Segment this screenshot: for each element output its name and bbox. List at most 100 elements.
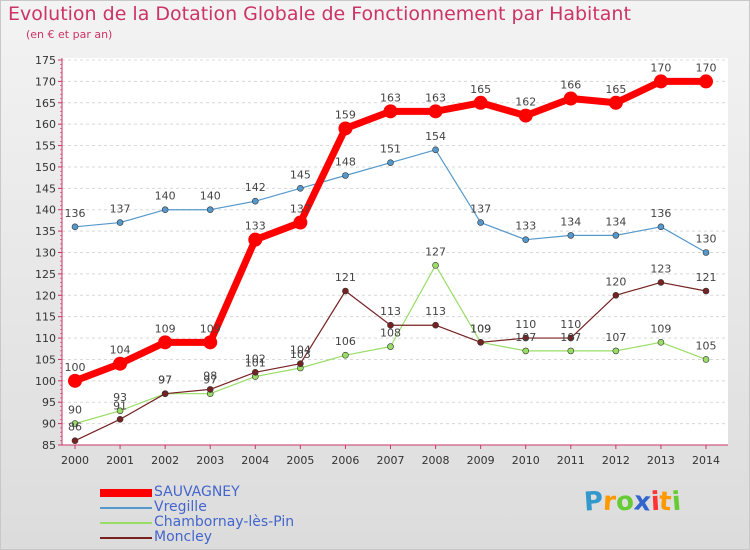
- data-label: 123: [650, 262, 671, 275]
- data-point: [612, 347, 620, 355]
- data-point: [432, 262, 439, 269]
- legend-swatch: [100, 522, 152, 524]
- data-label: 165: [470, 83, 491, 96]
- data-label: 163: [380, 91, 401, 104]
- y-tick-label: 120: [35, 289, 56, 302]
- data-label: 100: [65, 361, 86, 374]
- data-point: [116, 407, 124, 415]
- data-point: [297, 360, 304, 368]
- data-label: 170: [650, 61, 671, 74]
- data-point: [116, 219, 124, 226]
- data-label: 130: [696, 233, 717, 246]
- data-label: 113: [425, 305, 446, 318]
- data-point: [206, 206, 214, 214]
- data-point: [203, 335, 218, 350]
- x-tick-label: 2007: [377, 454, 405, 467]
- data-label: 121: [696, 271, 717, 284]
- data-label: 127: [425, 245, 446, 258]
- x-tick-label: 2013: [647, 454, 675, 467]
- y-tick-label: 130: [35, 247, 56, 260]
- chart-subtitle: (en € et par an): [26, 28, 113, 41]
- legend-swatch: [100, 537, 152, 539]
- data-point: [608, 95, 623, 110]
- data-label: 151: [380, 143, 401, 156]
- y-tick-label: 170: [35, 75, 56, 88]
- legend-label: Chambornay-lès-Pin: [154, 514, 295, 530]
- data-point: [612, 291, 620, 299]
- data-point: [158, 335, 173, 350]
- data-point: [387, 159, 394, 166]
- x-tick-label: 2008: [422, 454, 450, 467]
- data-point: [522, 334, 530, 342]
- data-point: [702, 356, 710, 363]
- data-label: 86: [68, 421, 82, 434]
- data-point: [473, 95, 488, 110]
- x-tick-label: 2009: [467, 454, 495, 467]
- data-label: 109: [470, 322, 491, 335]
- data-point: [251, 368, 259, 376]
- data-point: [251, 197, 259, 205]
- data-label: 104: [290, 344, 311, 357]
- y-tick-label: 175: [35, 54, 56, 67]
- y-tick-label: 100: [35, 375, 56, 388]
- data-point: [387, 343, 394, 350]
- data-label: 165: [605, 83, 626, 96]
- data-label: 166: [560, 79, 581, 92]
- data-point: [567, 232, 575, 239]
- data-label: 163: [425, 91, 446, 104]
- legend-swatch: [100, 489, 152, 497]
- data-label: 93: [113, 391, 127, 404]
- data-point: [477, 219, 484, 226]
- data-point: [338, 121, 353, 136]
- data-label: 109: [200, 322, 221, 335]
- data-label: 136: [650, 207, 671, 220]
- data-label: 109: [470, 322, 491, 335]
- logo-letter: x: [632, 486, 652, 518]
- data-point: [71, 437, 79, 445]
- data-point: [161, 206, 169, 214]
- data-label: 108: [380, 327, 401, 340]
- data-label: 110: [560, 318, 581, 331]
- data-point: [612, 232, 620, 239]
- data-point: [702, 287, 710, 295]
- legend-label: Vregille: [154, 499, 207, 515]
- data-label: 97: [158, 374, 172, 387]
- data-point: [428, 104, 443, 119]
- data-point: [297, 185, 304, 192]
- x-tick-label: 2014: [692, 454, 720, 467]
- data-label: 97: [203, 374, 217, 387]
- x-tick-label: 2002: [151, 454, 179, 467]
- data-label: 109: [155, 322, 176, 335]
- x-tick-label: 2012: [602, 454, 630, 467]
- data-point: [383, 104, 398, 119]
- data-label: 159: [335, 108, 356, 121]
- legend-label: SAUVAGNEY: [154, 484, 240, 500]
- y-tick-label: 90: [42, 418, 56, 431]
- data-label: 154: [425, 130, 446, 143]
- data-point: [387, 321, 394, 329]
- x-tick-label: 2001: [106, 454, 134, 467]
- data-point: [477, 339, 484, 346]
- data-label: 137: [470, 203, 491, 216]
- data-point: [567, 334, 575, 342]
- data-point: [113, 356, 128, 371]
- data-point: [248, 232, 263, 247]
- data-label: 107: [605, 331, 626, 344]
- data-point: [518, 108, 533, 123]
- logo-letter: i: [670, 486, 683, 518]
- data-point: [432, 146, 439, 154]
- data-label: 107: [515, 331, 536, 344]
- data-label: 103: [290, 348, 311, 361]
- data-label: 104: [110, 344, 131, 357]
- data-point: [342, 287, 349, 295]
- data-label: 134: [605, 215, 626, 228]
- data-label: 110: [515, 318, 536, 331]
- data-label: 170: [696, 61, 717, 74]
- y-tick-label: 135: [35, 225, 56, 238]
- data-point: [71, 223, 79, 231]
- data-point: [71, 420, 79, 427]
- data-label: 106: [335, 335, 356, 348]
- data-point: [657, 339, 665, 346]
- x-tick-label: 2011: [557, 454, 585, 467]
